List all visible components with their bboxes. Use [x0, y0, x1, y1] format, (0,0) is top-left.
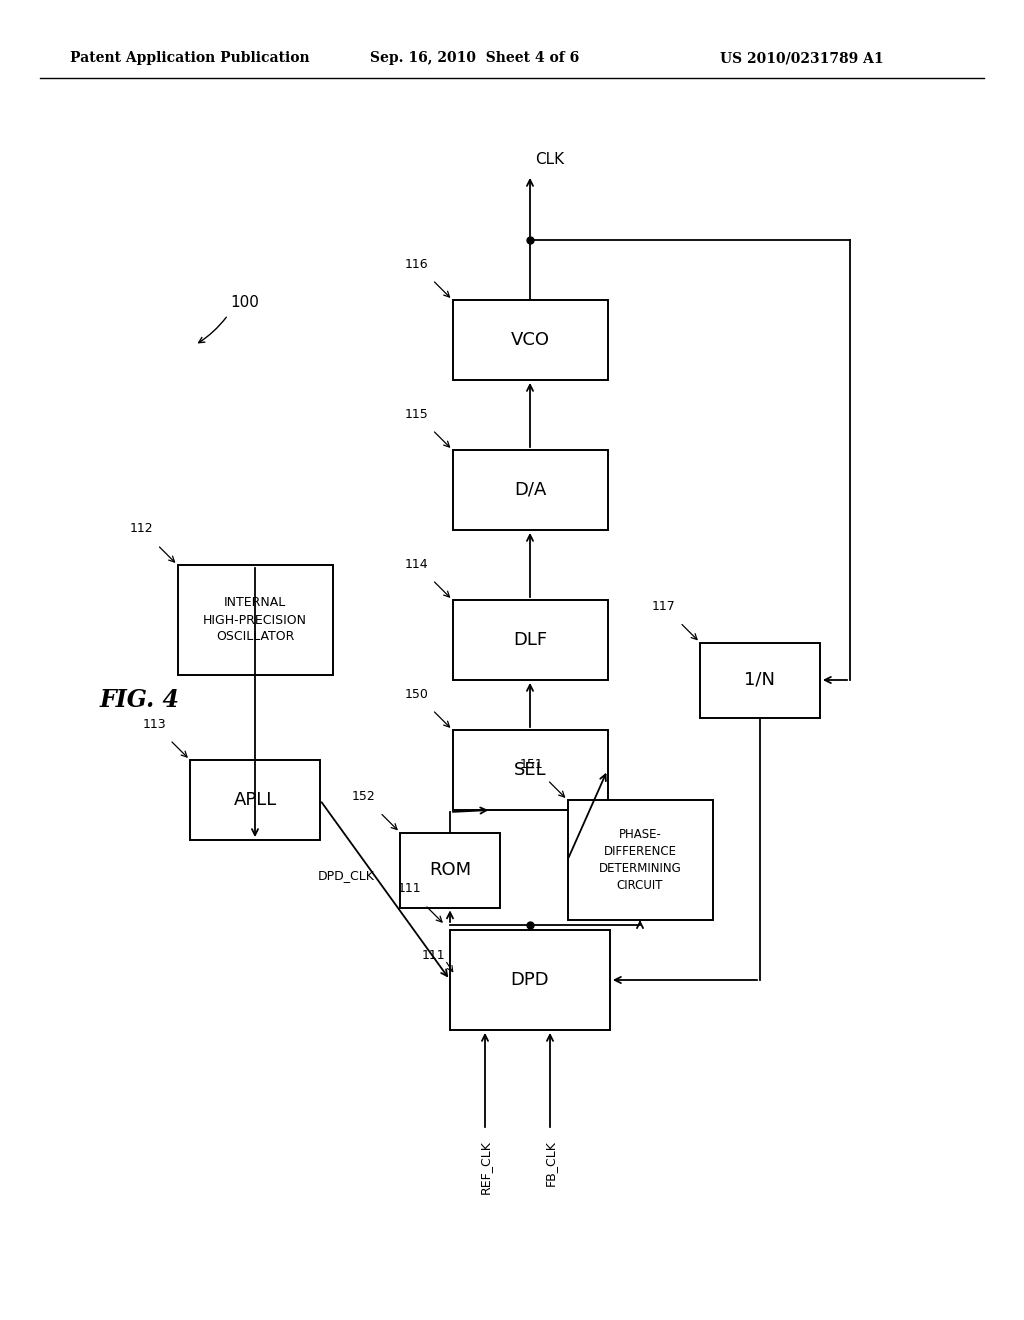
- Bar: [400, 833, 500, 908]
- Text: SEL: SEL: [514, 762, 547, 779]
- Bar: [190, 760, 319, 840]
- Text: DLF: DLF: [513, 631, 547, 649]
- Text: 150: 150: [404, 688, 428, 701]
- Text: 117: 117: [652, 601, 676, 612]
- Text: Sep. 16, 2010  Sheet 4 of 6: Sep. 16, 2010 Sheet 4 of 6: [370, 51, 580, 65]
- Text: 111: 111: [421, 949, 445, 962]
- Bar: [450, 931, 610, 1030]
- Bar: [177, 565, 333, 675]
- Bar: [453, 601, 607, 680]
- Text: 113: 113: [142, 718, 166, 730]
- Text: 116: 116: [404, 257, 428, 271]
- Text: FB_CLK: FB_CLK: [544, 1140, 556, 1185]
- Text: US 2010/0231789 A1: US 2010/0231789 A1: [720, 51, 884, 65]
- Text: 111: 111: [397, 883, 421, 895]
- Text: DPD_CLK: DPD_CLK: [318, 869, 375, 882]
- Bar: [453, 450, 607, 531]
- Text: ROM: ROM: [429, 861, 471, 879]
- Text: VCO: VCO: [511, 331, 550, 348]
- Text: 152: 152: [352, 789, 376, 803]
- Text: FIG. 4: FIG. 4: [100, 688, 180, 711]
- Text: REF_CLK: REF_CLK: [478, 1140, 492, 1193]
- Text: 151: 151: [519, 758, 544, 771]
- Text: Patent Application Publication: Patent Application Publication: [70, 51, 309, 65]
- Text: INTERNAL
HIGH-PRECISION
OSCILLATOR: INTERNAL HIGH-PRECISION OSCILLATOR: [203, 597, 307, 644]
- Bar: [700, 643, 820, 718]
- Bar: [453, 300, 607, 380]
- Text: D/A: D/A: [514, 480, 546, 499]
- Bar: [567, 800, 713, 920]
- Text: 114: 114: [404, 557, 428, 570]
- Text: 100: 100: [230, 294, 259, 310]
- Text: CLK: CLK: [535, 152, 564, 168]
- Text: DPD: DPD: [511, 972, 549, 989]
- Bar: [453, 730, 607, 810]
- Text: PHASE-
DIFFERENCE
DETERMINING
CIRCUIT: PHASE- DIFFERENCE DETERMINING CIRCUIT: [599, 828, 681, 892]
- Text: 1/N: 1/N: [744, 671, 775, 689]
- Text: APLL: APLL: [233, 791, 276, 809]
- Text: 115: 115: [404, 408, 428, 421]
- Text: 112: 112: [130, 523, 154, 536]
